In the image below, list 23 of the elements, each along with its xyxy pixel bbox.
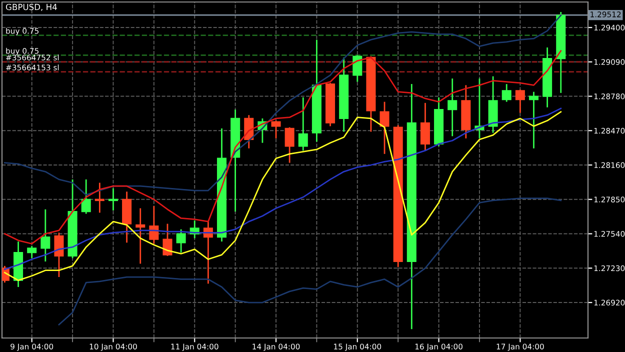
candlestick [40,208,50,262]
candlestick [380,101,390,155]
candlestick [352,54,362,83]
chart-title: GBPUSD, H4 [6,4,57,11]
candlestick [176,228,186,254]
candlestick [162,223,172,257]
candlestick [54,232,64,278]
candlestick [448,78,458,137]
candlestick [528,91,538,150]
candlestick [515,88,525,114]
candlestick [81,178,91,214]
candlestick [420,102,430,152]
candlestick [298,96,308,152]
candlestick [136,208,146,264]
candlestick [271,120,281,140]
candlestick [284,126,294,164]
candlestick [108,188,118,212]
line-series [4,14,562,196]
candlestick [94,182,104,214]
candlestick [27,245,37,259]
candlestick [502,83,512,102]
candlestick [149,205,159,244]
line-series [58,198,562,326]
